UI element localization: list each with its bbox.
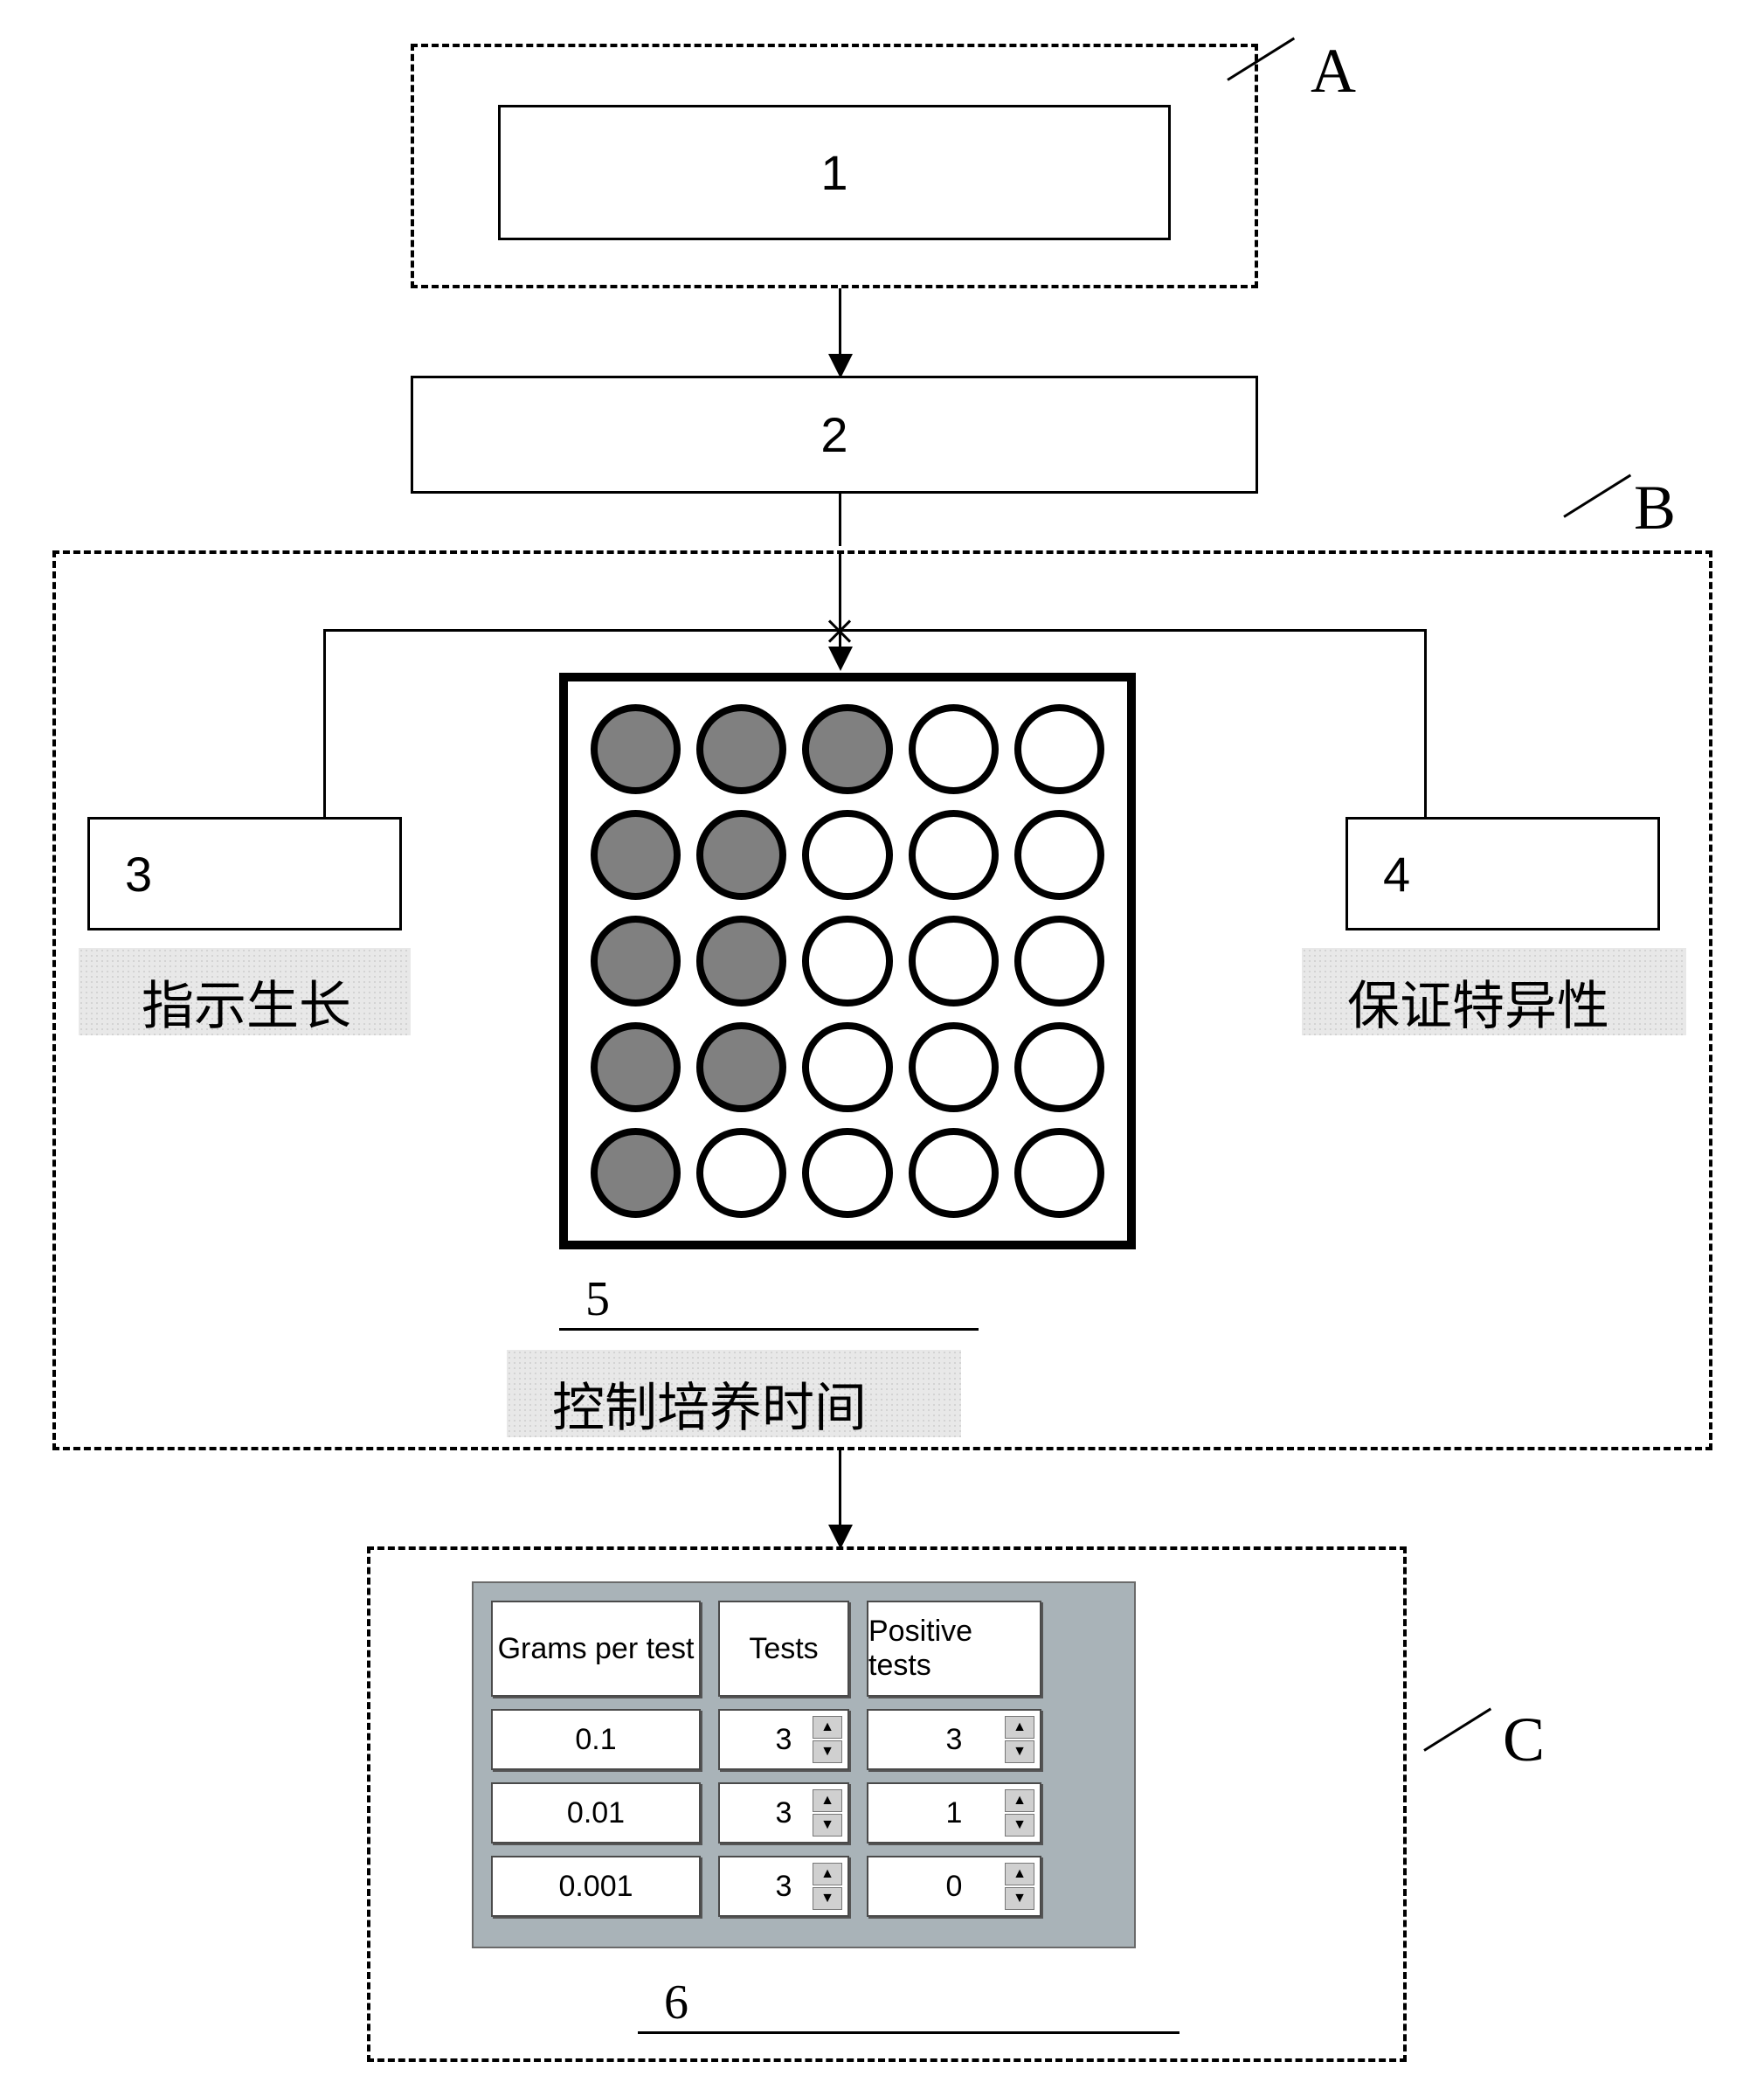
- arrow-to-plate-head: [828, 647, 853, 671]
- box-1-label: 1: [820, 144, 847, 201]
- well-1-2: [802, 810, 892, 900]
- mpn-r1-pos[interactable]: 1 ▲▼: [867, 1782, 1041, 1844]
- well-0-4: [1014, 704, 1104, 794]
- mpn-row-1: 0.01 3 ▲▼ 1 ▲▼: [491, 1782, 1117, 1844]
- mpn-r0-tests[interactable]: 3 ▲▼: [718, 1709, 849, 1770]
- well-0-1: [696, 704, 786, 794]
- up-icon[interactable]: ▲: [1005, 1863, 1034, 1885]
- box-5-text: 控制培养时间: [542, 1359, 877, 1449]
- well-1-1: [696, 810, 786, 900]
- box-6-label: 6: [664, 1975, 688, 2030]
- box-3-text: 指示生长: [131, 957, 362, 1047]
- well-2-2: [802, 916, 892, 1006]
- well-3-2: [802, 1022, 892, 1112]
- mpn-r2-pos[interactable]: 0 ▲▼: [867, 1856, 1041, 1917]
- box-4-text: 保证特异性: [1337, 957, 1620, 1047]
- arrow-a-to-2-head: [828, 354, 853, 378]
- well-1-3: [909, 810, 999, 900]
- box-3-label: 3: [125, 846, 152, 903]
- mpn-header-tests: Tests: [718, 1601, 849, 1697]
- mpn-r0-pos-val: 3: [946, 1723, 963, 1757]
- down-icon[interactable]: ▼: [813, 1887, 842, 1910]
- up-icon[interactable]: ▲: [813, 1863, 842, 1885]
- box-6-underline: [638, 2031, 1179, 2034]
- box-3: 3: [87, 817, 402, 930]
- up-icon[interactable]: ▲: [1005, 1716, 1034, 1739]
- well-0-3: [909, 704, 999, 794]
- well-3-0: [591, 1022, 681, 1112]
- stepper-r1-tests[interactable]: ▲▼: [813, 1789, 842, 1837]
- mpn-row-2: 0.001 3 ▲▼ 0 ▲▼: [491, 1856, 1117, 1917]
- arrow-2-to-b-line: [839, 494, 841, 546]
- well-4-1: [696, 1128, 786, 1218]
- down-icon[interactable]: ▼: [813, 1740, 842, 1763]
- stepper-r2-tests[interactable]: ▲▼: [813, 1863, 842, 1910]
- well-4-2: [802, 1128, 892, 1218]
- mpn-panel: Grams per test Tests Positive tests 0.1 …: [472, 1581, 1136, 1948]
- well-3-1: [696, 1022, 786, 1112]
- well-2-1: [696, 916, 786, 1006]
- down-icon[interactable]: ▼: [813, 1814, 842, 1837]
- mpn-r2-tests-val: 3: [776, 1870, 792, 1904]
- box-1: 1: [498, 105, 1171, 240]
- box-5-label: 5: [585, 1271, 610, 1327]
- stepper-r2-pos[interactable]: ▲▼: [1005, 1863, 1034, 1910]
- stepper-r1-pos[interactable]: ▲▼: [1005, 1789, 1034, 1837]
- stepper-r0-tests[interactable]: ▲▼: [813, 1716, 842, 1763]
- mpn-r1-grams: 0.01: [491, 1782, 701, 1844]
- section-c-letter: C: [1503, 1704, 1545, 1776]
- drop-to-4: [1424, 629, 1427, 817]
- box-2: 2: [411, 376, 1258, 494]
- mpn-r2-grams: 0.001: [491, 1856, 701, 1917]
- well-0-0: [591, 704, 681, 794]
- well-4-0: [591, 1128, 681, 1218]
- arrow-b-to-c-head: [828, 1525, 853, 1549]
- well-0-2: [802, 704, 892, 794]
- arrow-b-to-c-line: [839, 1450, 841, 1533]
- mpn-r0-pos[interactable]: 3 ▲▼: [867, 1709, 1041, 1770]
- well-3-3: [909, 1022, 999, 1112]
- section-b-connector: [1563, 474, 1631, 518]
- well-plate: [559, 673, 1136, 1249]
- mpn-r0-grams: 0.1: [491, 1709, 701, 1770]
- drop-to-3: [323, 629, 326, 817]
- well-2-3: [909, 916, 999, 1006]
- mpn-row-0: 0.1 3 ▲▼ 3 ▲▼: [491, 1709, 1117, 1770]
- up-icon[interactable]: ▲: [1005, 1789, 1034, 1812]
- well-4-3: [909, 1128, 999, 1218]
- up-icon[interactable]: ▲: [813, 1789, 842, 1812]
- section-b-letter: B: [1634, 472, 1676, 544]
- down-icon[interactable]: ▼: [1005, 1887, 1034, 1910]
- down-icon[interactable]: ▼: [1005, 1814, 1034, 1837]
- well-4-4: [1014, 1128, 1104, 1218]
- arrow-a-to-2-line: [839, 288, 841, 363]
- mpn-header-row: Grams per test Tests Positive tests: [491, 1601, 1117, 1697]
- mpn-r1-tests-val: 3: [776, 1796, 792, 1830]
- box-4: 4: [1345, 817, 1660, 930]
- mpn-r1-tests[interactable]: 3 ▲▼: [718, 1782, 849, 1844]
- mpn-header-positive: Positive tests: [867, 1601, 1041, 1697]
- mpn-r1-pos-val: 1: [946, 1796, 963, 1830]
- down-icon[interactable]: ▼: [1005, 1740, 1034, 1763]
- box-2-label: 2: [820, 406, 847, 463]
- mpn-r2-pos-val: 0: [946, 1870, 963, 1904]
- well-3-4: [1014, 1022, 1104, 1112]
- mpn-header-grams: Grams per test: [491, 1601, 701, 1697]
- box-5-underline: [559, 1328, 979, 1331]
- box-4-label: 4: [1383, 846, 1410, 903]
- well-2-0: [591, 916, 681, 1006]
- stepper-r0-pos[interactable]: ▲▼: [1005, 1716, 1034, 1763]
- well-1-4: [1014, 810, 1104, 900]
- distribution-hline: [323, 629, 1424, 632]
- mpn-r0-tests-val: 3: [776, 1723, 792, 1757]
- section-c-connector: [1423, 1708, 1491, 1752]
- section-a-letter: A: [1311, 35, 1356, 107]
- well-2-4: [1014, 916, 1104, 1006]
- up-icon[interactable]: ▲: [813, 1716, 842, 1739]
- well-1-0: [591, 810, 681, 900]
- mpn-r2-tests[interactable]: 3 ▲▼: [718, 1856, 849, 1917]
